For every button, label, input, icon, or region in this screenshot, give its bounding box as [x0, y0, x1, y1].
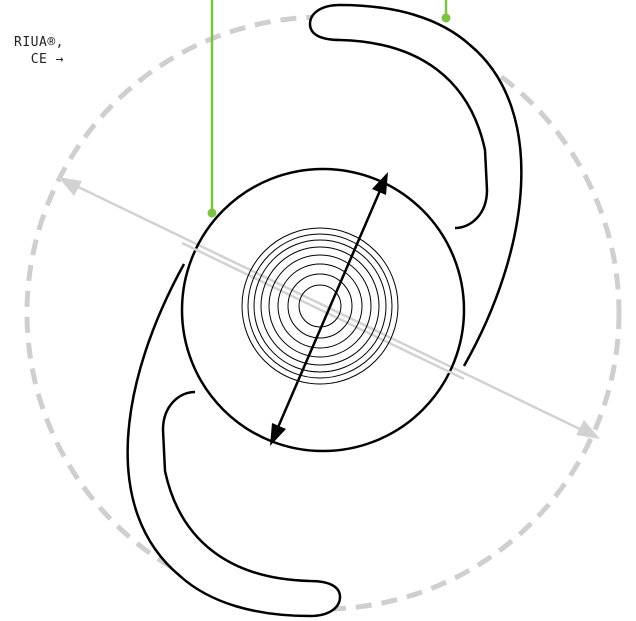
- upper-haptic: [308, 3, 523, 367]
- optic-rings: [241, 227, 399, 385]
- diameter-arrow: [270, 172, 388, 446]
- optic-circle: [180, 167, 466, 453]
- leader-left: [207, 0, 217, 218]
- caption-line-2: CE →: [30, 52, 64, 67]
- caption-line-1: RIUA®,: [14, 35, 64, 50]
- leader-right: [441, 0, 451, 23]
- caption-text: RIUA®, CE →: [0, 34, 64, 68]
- axis-arrow-inner: [181, 241, 465, 381]
- dashed-boundary-circle: [24, 14, 622, 612]
- lower-haptic: [126, 263, 342, 618]
